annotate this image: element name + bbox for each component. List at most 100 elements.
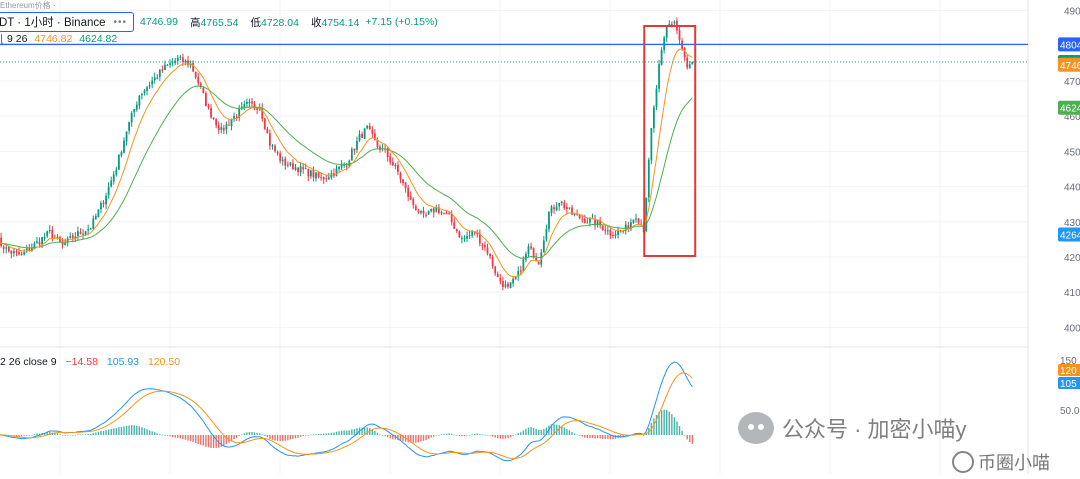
candle-body	[161, 69, 164, 71]
candle-body	[15, 251, 18, 253]
macd-bar	[412, 435, 414, 443]
more-options-icon[interactable]: •••	[113, 16, 128, 28]
candle-body	[102, 202, 105, 205]
candle-body	[107, 186, 110, 196]
macd-bar	[584, 435, 586, 438]
macd-bar	[118, 427, 120, 435]
macd-histogram	[0, 409, 694, 448]
candle-body	[325, 178, 328, 180]
macd-bar	[379, 434, 381, 436]
candle-body	[501, 280, 504, 288]
symbol-legend: DT · 1小时 · Binance ••• 4746.99 高4765.54 …	[0, 12, 438, 32]
macd-bar	[384, 435, 386, 437]
candle-body	[64, 243, 67, 246]
candle-body	[61, 241, 64, 245]
price-tick-label: 4100	[1064, 288, 1080, 299]
candle-body	[212, 117, 215, 120]
macd-bar	[425, 435, 427, 441]
candle-body	[263, 118, 266, 129]
macd-label-text: 120	[1060, 366, 1077, 377]
macd-bar	[18, 435, 20, 437]
macd-bar	[207, 435, 210, 448]
candle-body	[489, 253, 491, 257]
candle-body	[366, 125, 369, 129]
candle-body	[43, 236, 46, 239]
candle-body	[166, 64, 169, 66]
macd-bar	[26, 435, 28, 436]
macd-bar	[550, 424, 553, 435]
macd-bar	[215, 435, 217, 448]
macd-bar	[269, 435, 271, 439]
macd-bar	[589, 435, 591, 439]
macd-bar	[609, 435, 612, 440]
macd-bar	[310, 434, 312, 436]
ma-slow-value: 4624.82	[79, 33, 118, 45]
candle-body	[97, 209, 100, 218]
candle-body	[514, 276, 517, 280]
macd-bar	[520, 432, 522, 435]
candle-body	[578, 214, 581, 219]
macd-bar	[532, 427, 535, 435]
candle-body	[297, 167, 299, 173]
macd-bar	[87, 434, 89, 435]
macd-bar	[386, 435, 389, 438]
macd-bar	[325, 433, 327, 435]
macd-bar	[330, 432, 333, 435]
macd-bar	[381, 435, 384, 436]
macd-bar	[474, 433, 476, 435]
price-label-bg	[1058, 57, 1080, 72]
candle-body	[36, 241, 38, 243]
candle-body	[289, 162, 292, 166]
macd-bar	[458, 435, 461, 436]
price-axis: 4900480047004600450044004300420041004000…	[1058, 7, 1080, 417]
candle-body	[46, 231, 49, 237]
macd-bar	[535, 428, 537, 435]
candle-body	[599, 220, 602, 226]
ma-legend[interactable]: ⌊ 9 26 4746.82 4624.82	[0, 33, 117, 45]
candle-body	[335, 168, 338, 176]
macd-bar	[435, 435, 438, 436]
candle-body	[619, 231, 622, 233]
candle-body	[358, 134, 361, 141]
macd-bar	[177, 435, 179, 438]
macd-bar	[328, 433, 330, 435]
price-label-bg	[1058, 227, 1080, 242]
macd-bar	[348, 430, 350, 435]
candle-body	[309, 170, 312, 177]
candle-body	[379, 146, 381, 151]
macd-bar	[417, 435, 420, 443]
symbol-selector[interactable]: DT · 1小时 · Binance •••	[0, 12, 135, 32]
candle-body	[281, 159, 284, 162]
candle-body	[440, 212, 443, 214]
candle-body	[41, 237, 43, 245]
candle-body	[606, 230, 609, 232]
candle-body	[230, 120, 233, 127]
macd-legend[interactable]: 2 26 close 9 −14.58 105.93 120.50	[0, 356, 180, 368]
macd-bar	[284, 435, 286, 441]
candle-body	[327, 177, 330, 180]
candle-body	[130, 112, 133, 123]
macd-bar	[292, 435, 294, 439]
candle-body	[115, 169, 118, 175]
candle-body	[629, 222, 632, 230]
low-label: 低	[250, 16, 261, 29]
candle-body	[192, 63, 195, 72]
price-label: 4804	[1058, 37, 1080, 51]
candle-body	[576, 213, 579, 215]
candle-body	[156, 77, 159, 79]
macd-bar	[238, 435, 240, 436]
macd-bar	[517, 433, 519, 435]
price-tick-label: 4900	[1064, 7, 1080, 18]
candle-body	[128, 121, 131, 131]
macd-bar	[36, 433, 38, 435]
macd-bar	[307, 435, 310, 436]
candle-body	[471, 231, 474, 236]
macd-bar	[143, 428, 146, 435]
macd-bar	[228, 435, 230, 443]
candle-body	[146, 87, 148, 91]
candle-body	[7, 246, 10, 252]
macd-bar	[389, 435, 391, 439]
candle-body	[509, 282, 512, 288]
